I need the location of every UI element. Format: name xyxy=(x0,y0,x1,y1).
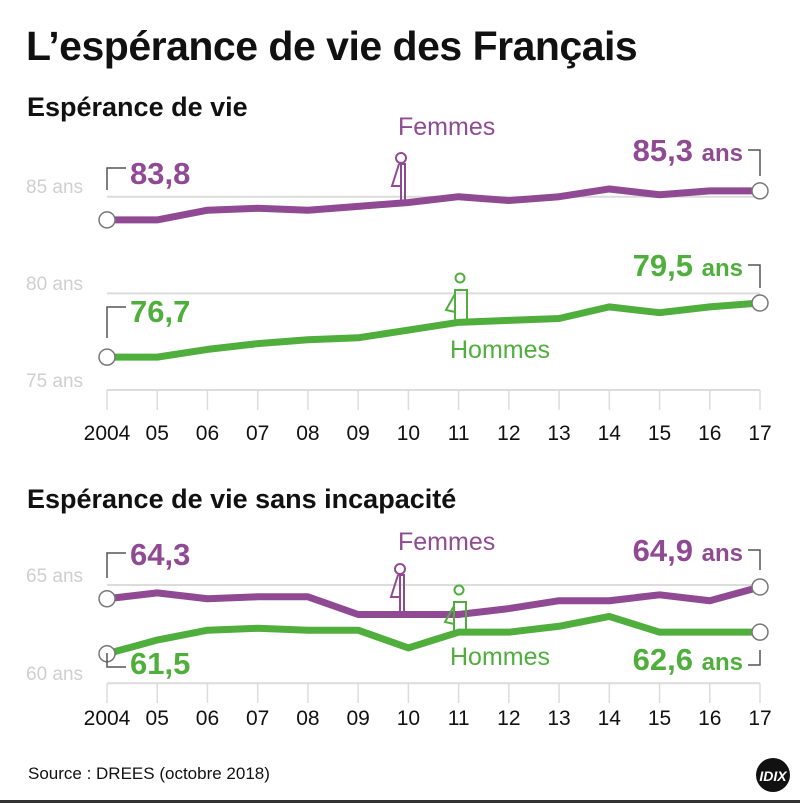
man-icon xyxy=(443,584,467,632)
chart1-femmes-label: Femmes xyxy=(398,113,496,141)
chart2-femmes-start-bracket xyxy=(106,552,126,578)
value: 79,5 xyxy=(632,248,694,283)
chart2-hommes-end-bracket xyxy=(748,650,761,666)
chart2-hommes-start-value: 61,5 xyxy=(130,646,191,681)
chart1-year-label: 13 xyxy=(547,422,571,445)
chart2-year-label: 16 xyxy=(698,707,722,730)
woman-icon xyxy=(390,152,407,200)
chart2-title: Espérance de vie sans incapacité xyxy=(27,484,457,514)
chart2-hommes-end-value: 62,6 ans xyxy=(633,644,743,675)
chart1-endpoint-hommes xyxy=(98,348,116,366)
chart1-year-label: 07 xyxy=(246,422,270,445)
chart1-hommes-end-bracket xyxy=(748,264,761,288)
chart1-endpoint-femmes xyxy=(98,211,116,229)
chart2-year-label: 05 xyxy=(145,707,169,730)
chart1-year-label: 08 xyxy=(296,422,320,445)
chart1-year-label: 14 xyxy=(597,422,621,445)
chart2-endpoint-femmes xyxy=(751,578,769,596)
chart2-femmes-label: Femmes xyxy=(398,528,496,556)
chart1-hommes-start-bracket xyxy=(106,306,126,338)
chart2-year-label: 07 xyxy=(246,707,270,730)
chart1-year-label: 11 xyxy=(447,422,470,445)
chart1-line-femmes xyxy=(107,185,760,224)
chart2-year-label: 15 xyxy=(647,707,672,730)
chart2-ytick-65: 65 ans xyxy=(26,566,84,587)
svg-text:IDIX: IDIX xyxy=(759,768,788,784)
chart1-year-label: 16 xyxy=(698,422,722,445)
chart2-year-label: 08 xyxy=(296,707,320,730)
chart1-femmes-start-value: 83,8 xyxy=(130,156,191,191)
chart1-year-label: 10 xyxy=(396,422,421,445)
chart1-line-hommes xyxy=(107,299,761,361)
chart1-year-label: 05 xyxy=(145,422,169,445)
chart2-endpoint-hommes xyxy=(751,623,769,641)
chart2-year-label: 13 xyxy=(547,707,571,730)
unit: ans xyxy=(701,255,743,282)
unit: ans xyxy=(701,140,743,167)
chart1-hommes-start-value: 76,7 xyxy=(130,294,191,329)
chart1-year-label: 17 xyxy=(748,422,772,445)
chart2-endpoint-femmes xyxy=(98,590,116,608)
chart2-year-label: 10 xyxy=(396,707,421,730)
chart2-line-hommes xyxy=(106,612,760,658)
chart2-femmes-end-bracket xyxy=(748,549,761,570)
source-note: Source : DREES (octobre 2018) xyxy=(28,764,270,783)
chart1-femmes-start-bracket xyxy=(106,167,126,190)
chart1-ytick-80: 80 ans xyxy=(26,274,84,295)
chart2-year-label: 06 xyxy=(195,707,220,730)
idix-logo: IDIX xyxy=(756,758,790,792)
chart2-femmes-end-value: 64,9 ans xyxy=(633,535,743,566)
chart1-endpoint-femmes xyxy=(751,182,769,200)
value: 64,9 xyxy=(632,533,694,568)
man-icon xyxy=(444,272,468,320)
chart1-endpoint-hommes xyxy=(751,294,769,312)
chart2-femmes-start-value: 64,3 xyxy=(130,537,191,572)
chart1-year-label: 06 xyxy=(195,422,220,445)
bottom-rule xyxy=(0,800,800,803)
chart1-ytick-75: 75 ans xyxy=(26,371,84,392)
value: 85,3 xyxy=(632,133,694,168)
chart1-year-label: 09 xyxy=(346,422,370,445)
chart1-hommes-label: Hommes xyxy=(450,336,551,364)
value: 62,6 xyxy=(632,642,694,677)
unit: ans xyxy=(701,540,743,567)
chart2-year-label: 2004 xyxy=(83,707,131,730)
chart2-ytick-60: 60 ans xyxy=(26,664,84,685)
chart2-year-label: 12 xyxy=(497,707,521,730)
chart1-ytick-85: 85 ans xyxy=(26,177,84,198)
chart2-year-label: 09 xyxy=(346,707,370,730)
woman-icon xyxy=(389,563,406,611)
chart2-year-label: 11 xyxy=(447,707,470,730)
chart1-year-label: 2004 xyxy=(83,422,131,445)
chart2-line-femmes xyxy=(106,583,761,618)
chart2-year-label: 14 xyxy=(597,707,621,730)
chart2-hommes-label: Hommes xyxy=(450,643,551,671)
chart1-year-label: 15 xyxy=(647,422,672,445)
chart1-femmes-end-value: 85,3 ans xyxy=(633,135,743,166)
chart1-hommes-end-value: 79,5 ans xyxy=(633,250,743,281)
chart1-year-label: 12 xyxy=(497,422,521,445)
chart2-hommes-start-bracket xyxy=(106,653,126,668)
unit: ans xyxy=(701,649,743,676)
chart2-year-label: 17 xyxy=(748,707,772,730)
chart1-title: Espérance de vie xyxy=(27,92,248,122)
page-title: L’espérance de vie des Français xyxy=(26,23,638,69)
chart1-femmes-end-bracket xyxy=(748,149,761,176)
